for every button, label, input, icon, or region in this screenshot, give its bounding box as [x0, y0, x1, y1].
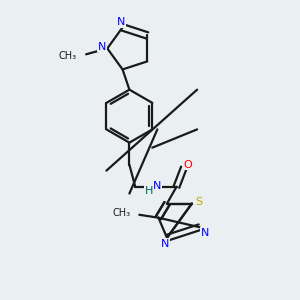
- Text: N: N: [161, 239, 170, 249]
- Text: H: H: [145, 186, 153, 196]
- Text: N: N: [98, 42, 106, 52]
- Text: S: S: [196, 197, 203, 207]
- Text: N: N: [153, 181, 161, 191]
- Text: N: N: [117, 17, 125, 27]
- Text: CH₃: CH₃: [58, 51, 76, 61]
- Text: CH₃: CH₃: [113, 208, 131, 218]
- Text: N: N: [201, 227, 209, 238]
- Text: O: O: [183, 160, 192, 170]
